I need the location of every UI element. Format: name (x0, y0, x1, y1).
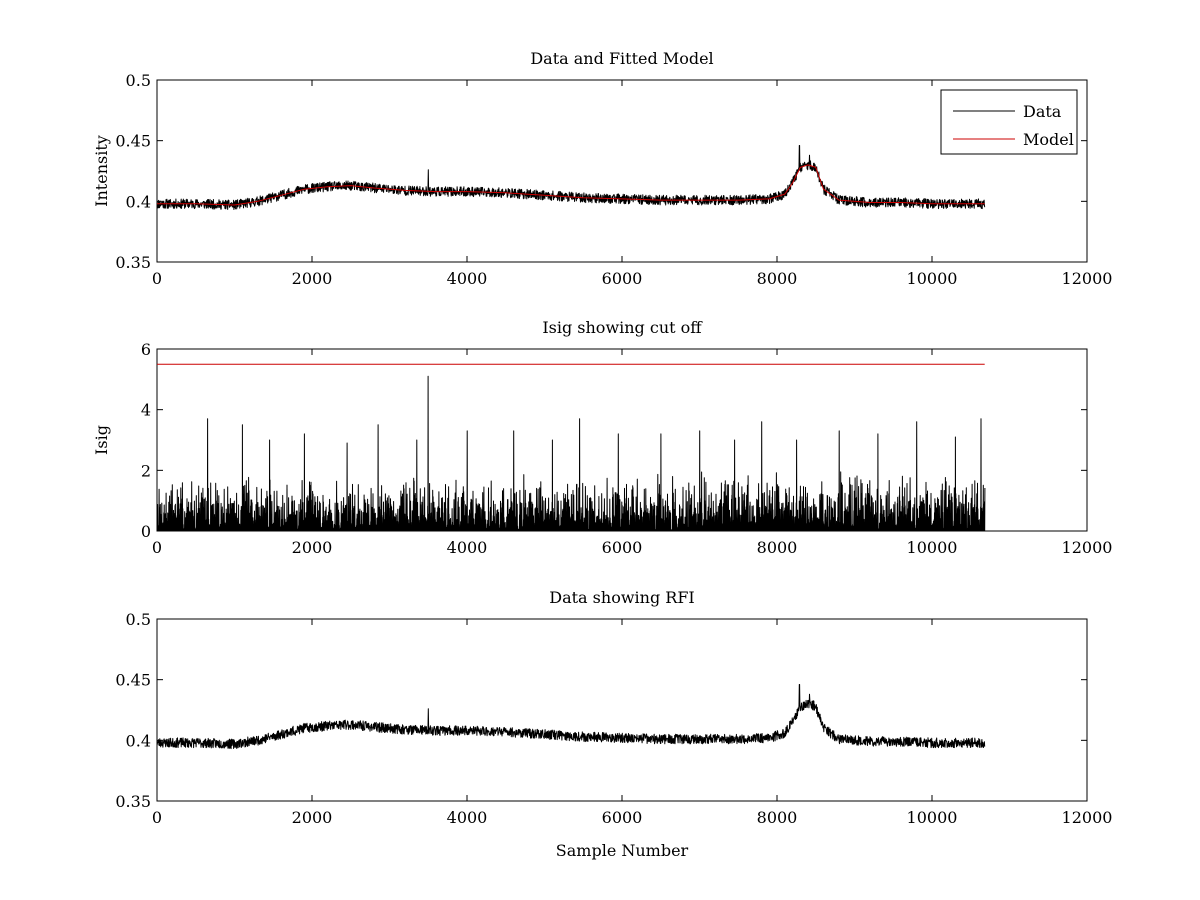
x-tick-label: 0 (152, 808, 162, 827)
y-tick-label: 0.45 (115, 132, 151, 151)
y-tick-label: 2 (141, 461, 151, 480)
y-tick-label: 0.5 (126, 71, 151, 90)
y-axis-label: Isig (92, 425, 111, 455)
chart-title: Data and Fitted Model (530, 49, 713, 68)
y-tick-label: 6 (141, 340, 151, 359)
x-tick-label: 12000 (1062, 538, 1113, 557)
y-tick-label: 0.45 (115, 671, 151, 690)
x-tick-label: 6000 (602, 269, 643, 288)
y-tick-label: 0.4 (126, 192, 151, 211)
series-model (157, 164, 985, 206)
x-tick-label: 10000 (907, 538, 958, 557)
x-tick-label: 2000 (292, 808, 333, 827)
chart-title: Isig showing cut off (542, 318, 703, 337)
x-tick-label: 8000 (757, 269, 798, 288)
x-tick-label: 6000 (602, 808, 643, 827)
x-tick-label: 0 (152, 269, 162, 288)
x-tick-label: 10000 (907, 269, 958, 288)
legend-label-model: Model (1023, 130, 1074, 149)
chart-title: Data showing RFI (549, 588, 694, 607)
y-tick-label: 0.35 (115, 253, 151, 272)
x-axis-label: Sample Number (556, 841, 689, 860)
y-tick-label: 0 (141, 522, 151, 541)
legend: Data Model (940, 89, 1078, 155)
legend-box (940, 89, 1078, 155)
y-tick-label: 0.4 (126, 731, 151, 750)
legend-label-data: Data (1023, 102, 1062, 121)
chart-data-and-fitted-model: 0 2000 4000 6000 8000 10000 12000 0.35 0.4 0.45 0.… (92, 49, 1112, 288)
x-tick-label: 8000 (757, 538, 798, 557)
x-tick-label: 4000 (447, 808, 488, 827)
x-tick-label: 12000 (1062, 269, 1113, 288)
y-tick-label: 4 (141, 401, 151, 420)
y-tick-label: 0.5 (126, 610, 151, 629)
x-tick-label: 4000 (447, 269, 488, 288)
y-tick-label: 0.35 (115, 792, 151, 811)
x-tick-label: 8000 (757, 808, 798, 827)
x-tick-label: 0 (152, 538, 162, 557)
series-data (156, 145, 986, 210)
x-tick-label: 10000 (907, 808, 958, 827)
series-line (156, 684, 986, 750)
chart-data-showing-rfi: 0 2000 4000 6000 8000 10000 12000 0.35 0.4 0.45 0.… (115, 588, 1112, 860)
series-line (156, 375, 986, 532)
x-tick-label: 12000 (1062, 808, 1113, 827)
x-tick-label: 2000 (292, 269, 333, 288)
y-axis-label: Intensity (92, 135, 111, 207)
chart-isig-showing-cut-off: 0 2000 4000 6000 8000 10000 12000 0 2 4 6 Isig show… (92, 318, 1112, 557)
x-tick-label: 2000 (292, 538, 333, 557)
x-tick-label: 6000 (602, 538, 643, 557)
x-tick-label: 4000 (447, 538, 488, 557)
